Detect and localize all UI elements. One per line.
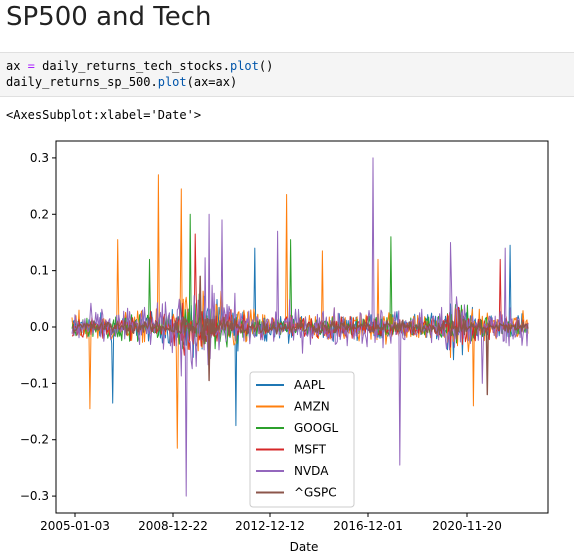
y-tick-label: 0.1 — [30, 264, 49, 278]
x-axis-label: Date — [290, 540, 319, 554]
legend-label: GOOGL — [294, 421, 338, 435]
series-group — [71, 157, 529, 497]
y-tick-label: −0.1 — [20, 376, 49, 390]
y-tick-label: 0.0 — [30, 320, 49, 334]
legend-label: AAPL — [294, 378, 325, 392]
x-tick-label: 2008-12-22 — [138, 519, 208, 533]
code-cell[interactable]: ax = daily_returns_tech_stocks.plot() da… — [0, 52, 574, 97]
y-tick-label: −0.3 — [20, 489, 49, 503]
code-line-1: ax = daily_returns_tech_stocks.plot() — [6, 59, 274, 73]
legend-label: ^GSPC — [294, 486, 337, 500]
cell-output-text: <AxesSubplot:xlabel='Date'> — [6, 108, 202, 122]
y-tick-label: 0.3 — [30, 151, 49, 165]
code-line-2: daily_returns_sp_500.plot(ax=ax) — [6, 75, 238, 89]
y-tick-label: 0.2 — [30, 207, 49, 221]
legend-label: AMZN — [294, 400, 330, 414]
x-tick-label: 2020-11-20 — [432, 519, 502, 533]
x-tick-label: 2012-12-12 — [235, 519, 305, 533]
y-tick-label: −0.2 — [20, 433, 49, 447]
legend-label: MSFT — [294, 443, 327, 457]
x-tick-label: 2016-12-01 — [333, 519, 403, 533]
legend: AAPL AMZN GOOGL MSFT NVDA ^GSPC — [249, 371, 355, 508]
series-line-gspc — [71, 275, 529, 396]
page-title: SP500 and Tech — [6, 2, 212, 32]
legend-label: NVDA — [294, 464, 329, 478]
x-tick-label: 2005-01-03 — [40, 519, 110, 533]
